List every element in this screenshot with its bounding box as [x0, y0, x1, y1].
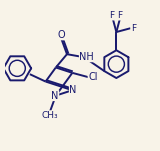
Text: O: O [57, 30, 65, 40]
Text: NH: NH [79, 52, 94, 62]
Text: N: N [69, 85, 77, 95]
Text: F: F [109, 11, 114, 20]
Text: F: F [131, 24, 136, 33]
Text: N: N [51, 91, 59, 101]
Text: F: F [118, 11, 123, 20]
Text: Cl: Cl [88, 72, 98, 82]
Text: CH₃: CH₃ [42, 111, 58, 120]
